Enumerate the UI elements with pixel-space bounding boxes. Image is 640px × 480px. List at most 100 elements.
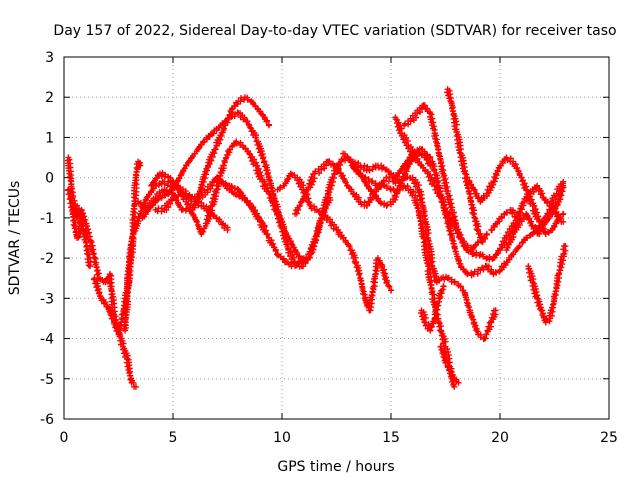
data-point xyxy=(257,169,264,176)
y-tick-label: 1 xyxy=(45,130,54,146)
data-point xyxy=(542,319,549,326)
data-point xyxy=(155,182,162,189)
data-point xyxy=(539,310,546,317)
data-point xyxy=(88,239,95,246)
x-tick-label: 25 xyxy=(600,430,618,446)
data-point xyxy=(557,187,564,194)
y-tick-label: -3 xyxy=(40,291,54,307)
data-point xyxy=(493,172,500,179)
data-point xyxy=(373,268,380,275)
data-point xyxy=(455,379,462,386)
data-point xyxy=(260,154,267,161)
data-point xyxy=(274,208,281,215)
data-point xyxy=(338,156,345,163)
data-point xyxy=(451,383,458,390)
data-point xyxy=(202,168,209,175)
data-point xyxy=(178,170,185,177)
data-point xyxy=(398,132,405,139)
data-point xyxy=(151,178,158,185)
data-point xyxy=(87,263,94,270)
data-point xyxy=(535,213,542,220)
data-point xyxy=(414,204,421,211)
series-track-10 xyxy=(217,178,268,229)
data-point xyxy=(272,246,279,253)
data-point xyxy=(560,218,567,225)
data-point xyxy=(424,260,431,267)
data-point xyxy=(261,178,268,185)
data-point xyxy=(253,138,260,145)
data-point xyxy=(464,302,471,309)
data-point xyxy=(550,199,557,206)
data-point xyxy=(192,200,199,207)
data-point xyxy=(427,282,434,289)
data-point xyxy=(277,218,284,225)
data-point xyxy=(433,138,440,145)
data-point xyxy=(258,172,265,179)
data-point xyxy=(255,165,262,172)
data-point xyxy=(419,223,426,230)
data-point xyxy=(532,206,539,213)
data-point xyxy=(89,242,96,249)
y-tick-label: 2 xyxy=(45,90,54,106)
data-point xyxy=(132,383,139,390)
data-point xyxy=(466,177,473,184)
data-point xyxy=(438,346,445,353)
data-point xyxy=(102,299,109,306)
data-point xyxy=(471,323,478,330)
data-point xyxy=(249,99,256,106)
series-track-17 xyxy=(418,283,447,334)
data-point xyxy=(487,268,494,275)
data-point xyxy=(442,359,449,366)
data-point xyxy=(443,179,450,186)
data-point xyxy=(244,118,251,125)
series-track-23 xyxy=(525,243,569,326)
data-point xyxy=(264,117,271,124)
data-point xyxy=(452,248,459,255)
data-point xyxy=(504,244,511,251)
data-point xyxy=(203,136,210,143)
data-point xyxy=(531,202,538,209)
data-point xyxy=(84,246,91,253)
data-point xyxy=(158,173,165,180)
series-track-06 xyxy=(135,138,434,270)
series-track-03 xyxy=(73,202,94,270)
data-point xyxy=(270,240,277,247)
data-point xyxy=(164,182,171,189)
data-point xyxy=(310,178,317,185)
data-point xyxy=(427,327,434,334)
data-point xyxy=(308,181,315,188)
data-point xyxy=(261,222,268,229)
data-point xyxy=(265,122,272,129)
data-point xyxy=(188,154,195,161)
series-track-20 xyxy=(464,154,567,237)
data-point xyxy=(442,205,449,212)
data-point xyxy=(540,313,547,320)
data-point xyxy=(288,240,295,247)
chart-title: Day 157 of 2022, Sidereal Day-to-day VTE… xyxy=(53,23,616,39)
data-point xyxy=(440,283,447,290)
data-point xyxy=(228,143,235,150)
data-point xyxy=(280,255,287,262)
data-point xyxy=(294,177,301,184)
data-point xyxy=(195,145,202,152)
data-point xyxy=(471,268,478,275)
data-point xyxy=(327,186,334,193)
data-point xyxy=(86,229,93,236)
data-point xyxy=(214,174,221,181)
data-point xyxy=(552,196,559,203)
data-point xyxy=(441,335,448,342)
data-point xyxy=(446,192,453,199)
data-point xyxy=(298,179,305,186)
data-point xyxy=(285,249,292,256)
axis-ticks: 0 5 10 15 20 25 -6 -5 -4 -3 -2 -1 0 1 2 3 xyxy=(40,50,618,446)
data-point xyxy=(515,167,522,174)
data-point xyxy=(130,229,137,236)
series-track-14 xyxy=(348,162,458,390)
data-point xyxy=(562,243,569,250)
data-point xyxy=(208,157,215,164)
data-point xyxy=(415,149,422,156)
data-point xyxy=(281,228,288,235)
y-axis-title: SDTVAR / TECUs xyxy=(7,181,23,296)
data-point xyxy=(79,225,86,232)
